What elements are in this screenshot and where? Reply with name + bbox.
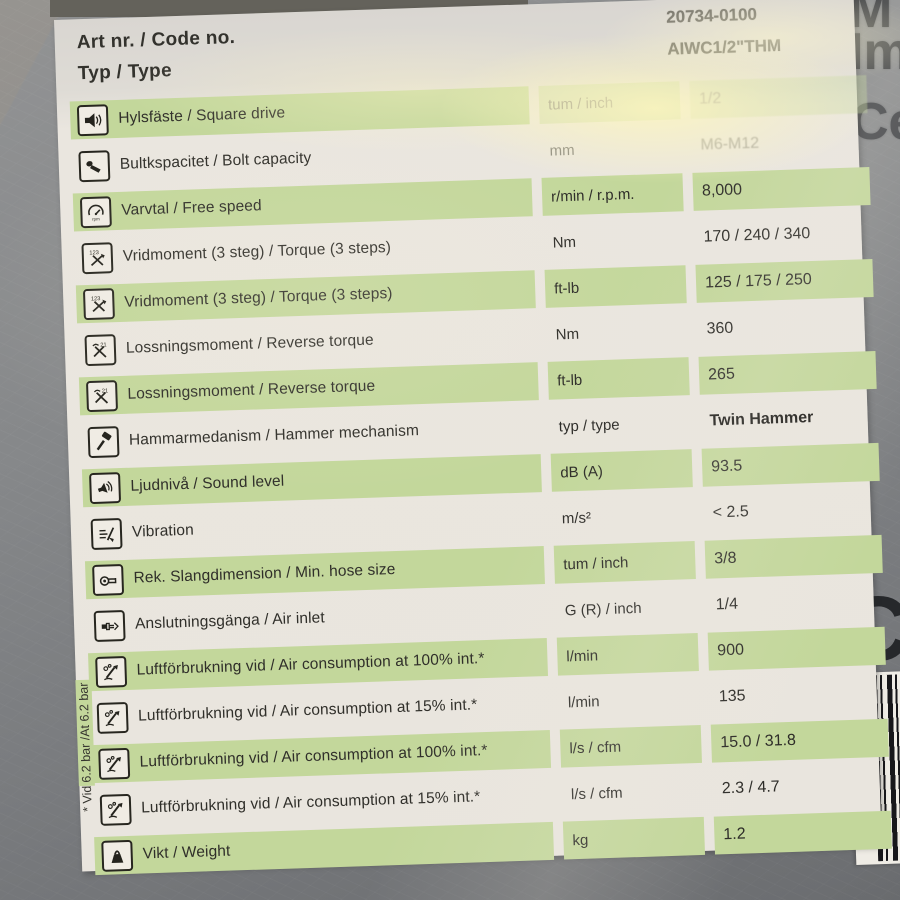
row-value: 360 bbox=[706, 319, 734, 338]
row-value: 170 / 240 / 340 bbox=[703, 225, 811, 246]
row-label-cell: Rek. Slangdimension / Min. hose size bbox=[84, 546, 545, 600]
spec-table: Hylsfäste / Square drive tum / inch 1/2 Bul… bbox=[57, 75, 892, 876]
type-value: AIWC1/2"THM bbox=[666, 35, 782, 59]
row-unit: ft-lb bbox=[547, 357, 690, 400]
row-label: Hammarmedanism / Hammer mechanism bbox=[128, 422, 420, 449]
row-label-cell: Luftförbrukning vid / Air consumption at… bbox=[90, 684, 550, 737]
row-label-cell: Luftförbrukning vid / Air consumption at… bbox=[93, 776, 553, 829]
row-unit: dB (A) bbox=[550, 449, 693, 492]
row-value: 2.3 / 4.7 bbox=[721, 778, 780, 798]
row-value: 1/4 bbox=[715, 595, 739, 614]
row-unit: r/min / r.p.m. bbox=[541, 173, 684, 216]
square-drive-icon bbox=[76, 103, 109, 136]
row-value: 135 bbox=[718, 687, 746, 706]
row-unit: l/s / cfm bbox=[559, 724, 702, 768]
row-label: Luftförbrukning vid / Air consumption at… bbox=[139, 742, 488, 771]
torque-steps-icon: 123 bbox=[82, 287, 115, 320]
row-label: Varvtal / Free speed bbox=[121, 197, 262, 219]
row-unit: l/min bbox=[567, 692, 600, 711]
svg-text:123: 123 bbox=[91, 296, 101, 302]
row-value: 125 / 175 / 250 bbox=[695, 258, 874, 303]
vibration-icon bbox=[90, 517, 123, 550]
row-value: 1/2 bbox=[689, 75, 868, 119]
row-unit: tum / inch bbox=[553, 541, 696, 584]
row-unit: Nm bbox=[555, 325, 580, 344]
row-label-cell: Vibration bbox=[83, 500, 543, 553]
row-value: 900 bbox=[707, 626, 886, 671]
row-unit: tum / inch bbox=[538, 81, 681, 124]
air-consumption-icon bbox=[96, 701, 129, 734]
row-label: Vikt / Weight bbox=[142, 842, 231, 863]
box-cutoff-letter-2: Im bbox=[849, 23, 900, 81]
row-label: Vridmoment (3 steg) / Torque (3 steps) bbox=[122, 238, 392, 265]
row-label-cell: 21 Lossningsmoment / Reverse torque bbox=[77, 316, 537, 369]
row-unit: l/s / cfm bbox=[570, 784, 623, 803]
reverse-torque-icon: 21 bbox=[84, 333, 117, 366]
row-label: Lossningsmoment / Reverse torque bbox=[127, 377, 376, 403]
row-label-cell: Luftförbrukning vid / Air consumption at… bbox=[91, 729, 552, 784]
row-label-cell: 123 Vridmoment (3 steg) / Torque (3 steps… bbox=[74, 224, 534, 277]
svg-text:123: 123 bbox=[89, 250, 99, 256]
svg-text:rpm: rpm bbox=[92, 216, 100, 221]
row-unit: m/s² bbox=[561, 508, 592, 527]
row-value: 3/8 bbox=[704, 534, 883, 579]
row-value: < 2.5 bbox=[712, 503, 749, 522]
row-unit: l/min bbox=[556, 632, 699, 676]
speed-gauge-icon: rpm bbox=[79, 195, 112, 228]
reverse-torque-icon: 21 bbox=[85, 379, 118, 412]
spec-label: Art nr. / Code no. Typ / Type 20734-0100… bbox=[54, 0, 892, 876]
row-label: Ljudnivå / Sound level bbox=[130, 472, 285, 495]
row-label-cell: Ljudnivå / Sound level bbox=[81, 454, 542, 508]
row-label: Luftförbrukning vid / Air consumption at… bbox=[136, 650, 485, 679]
row-value: Twin Hammer bbox=[709, 409, 814, 430]
air-consumption-icon bbox=[99, 793, 132, 826]
row-label: Vibration bbox=[131, 521, 195, 541]
air-consumption-icon bbox=[95, 655, 128, 688]
row-unit: kg bbox=[562, 816, 706, 860]
row-unit: G (R) / inch bbox=[564, 599, 642, 619]
row-label-cell: Hammarmedanism / Hammer mechanism bbox=[80, 408, 540, 461]
row-label-cell: 21 Lossningsmoment / Reverse torque bbox=[78, 362, 539, 416]
row-label: Luftförbrukning vid / Air consumption at… bbox=[140, 788, 481, 817]
sound-level-icon bbox=[89, 471, 122, 504]
air-inlet-icon bbox=[93, 609, 126, 642]
row-label: Bultkspacitet / Bolt capacity bbox=[119, 149, 312, 173]
row-value: 265 bbox=[698, 350, 877, 395]
row-label-cell: Bultkspacitet / Bolt capacity bbox=[71, 132, 531, 185]
row-label-cell: rpm Varvtal / Free speed bbox=[72, 178, 533, 232]
row-label-cell: Vikt / Weight bbox=[94, 821, 555, 876]
row-value: 1.2 bbox=[713, 810, 892, 855]
art-nr-value: 20734-0100 bbox=[665, 4, 758, 27]
hose-icon bbox=[92, 563, 125, 596]
footnote-highlight: 6.2 bar /At 6.2 bar bbox=[74, 679, 95, 786]
row-value: 15.0 / 31.8 bbox=[710, 718, 889, 763]
row-label-cell: 123 Vridmoment (3 steg) / Torque (3 steps… bbox=[75, 270, 536, 324]
row-unit: typ / type bbox=[558, 415, 620, 435]
bolt-icon bbox=[78, 149, 111, 182]
hammer-icon bbox=[87, 425, 120, 458]
weight-icon bbox=[101, 839, 134, 872]
row-unit: mm bbox=[549, 141, 575, 160]
row-label: Rek. Slangdimension / Min. hose size bbox=[133, 560, 396, 587]
row-value: 93.5 bbox=[701, 442, 880, 487]
row-value: M6-M12 bbox=[700, 134, 760, 154]
row-label-cell: Anslutningsgänga / Air inlet bbox=[86, 592, 546, 645]
row-label-cell: Luftförbrukning vid / Air consumption at… bbox=[88, 638, 549, 692]
row-label: Vridmoment (3 steg) / Torque (3 steps) bbox=[124, 284, 393, 311]
row-label: Anslutningsgänga / Air inlet bbox=[134, 609, 326, 633]
torque-steps-icon: 123 bbox=[81, 241, 114, 274]
row-label: Lossningsmoment / Reverse torque bbox=[125, 331, 374, 357]
row-unit: ft-lb bbox=[544, 265, 687, 308]
row-label: Hylsfäste / Square drive bbox=[118, 104, 286, 127]
row-label: Luftförbrukning vid / Air consumption at… bbox=[137, 696, 478, 725]
row-unit: Nm bbox=[552, 233, 577, 252]
air-consumption-icon bbox=[98, 747, 131, 780]
footnote-prefix: * Vid bbox=[79, 785, 95, 813]
row-value: 8,000 bbox=[692, 167, 871, 211]
